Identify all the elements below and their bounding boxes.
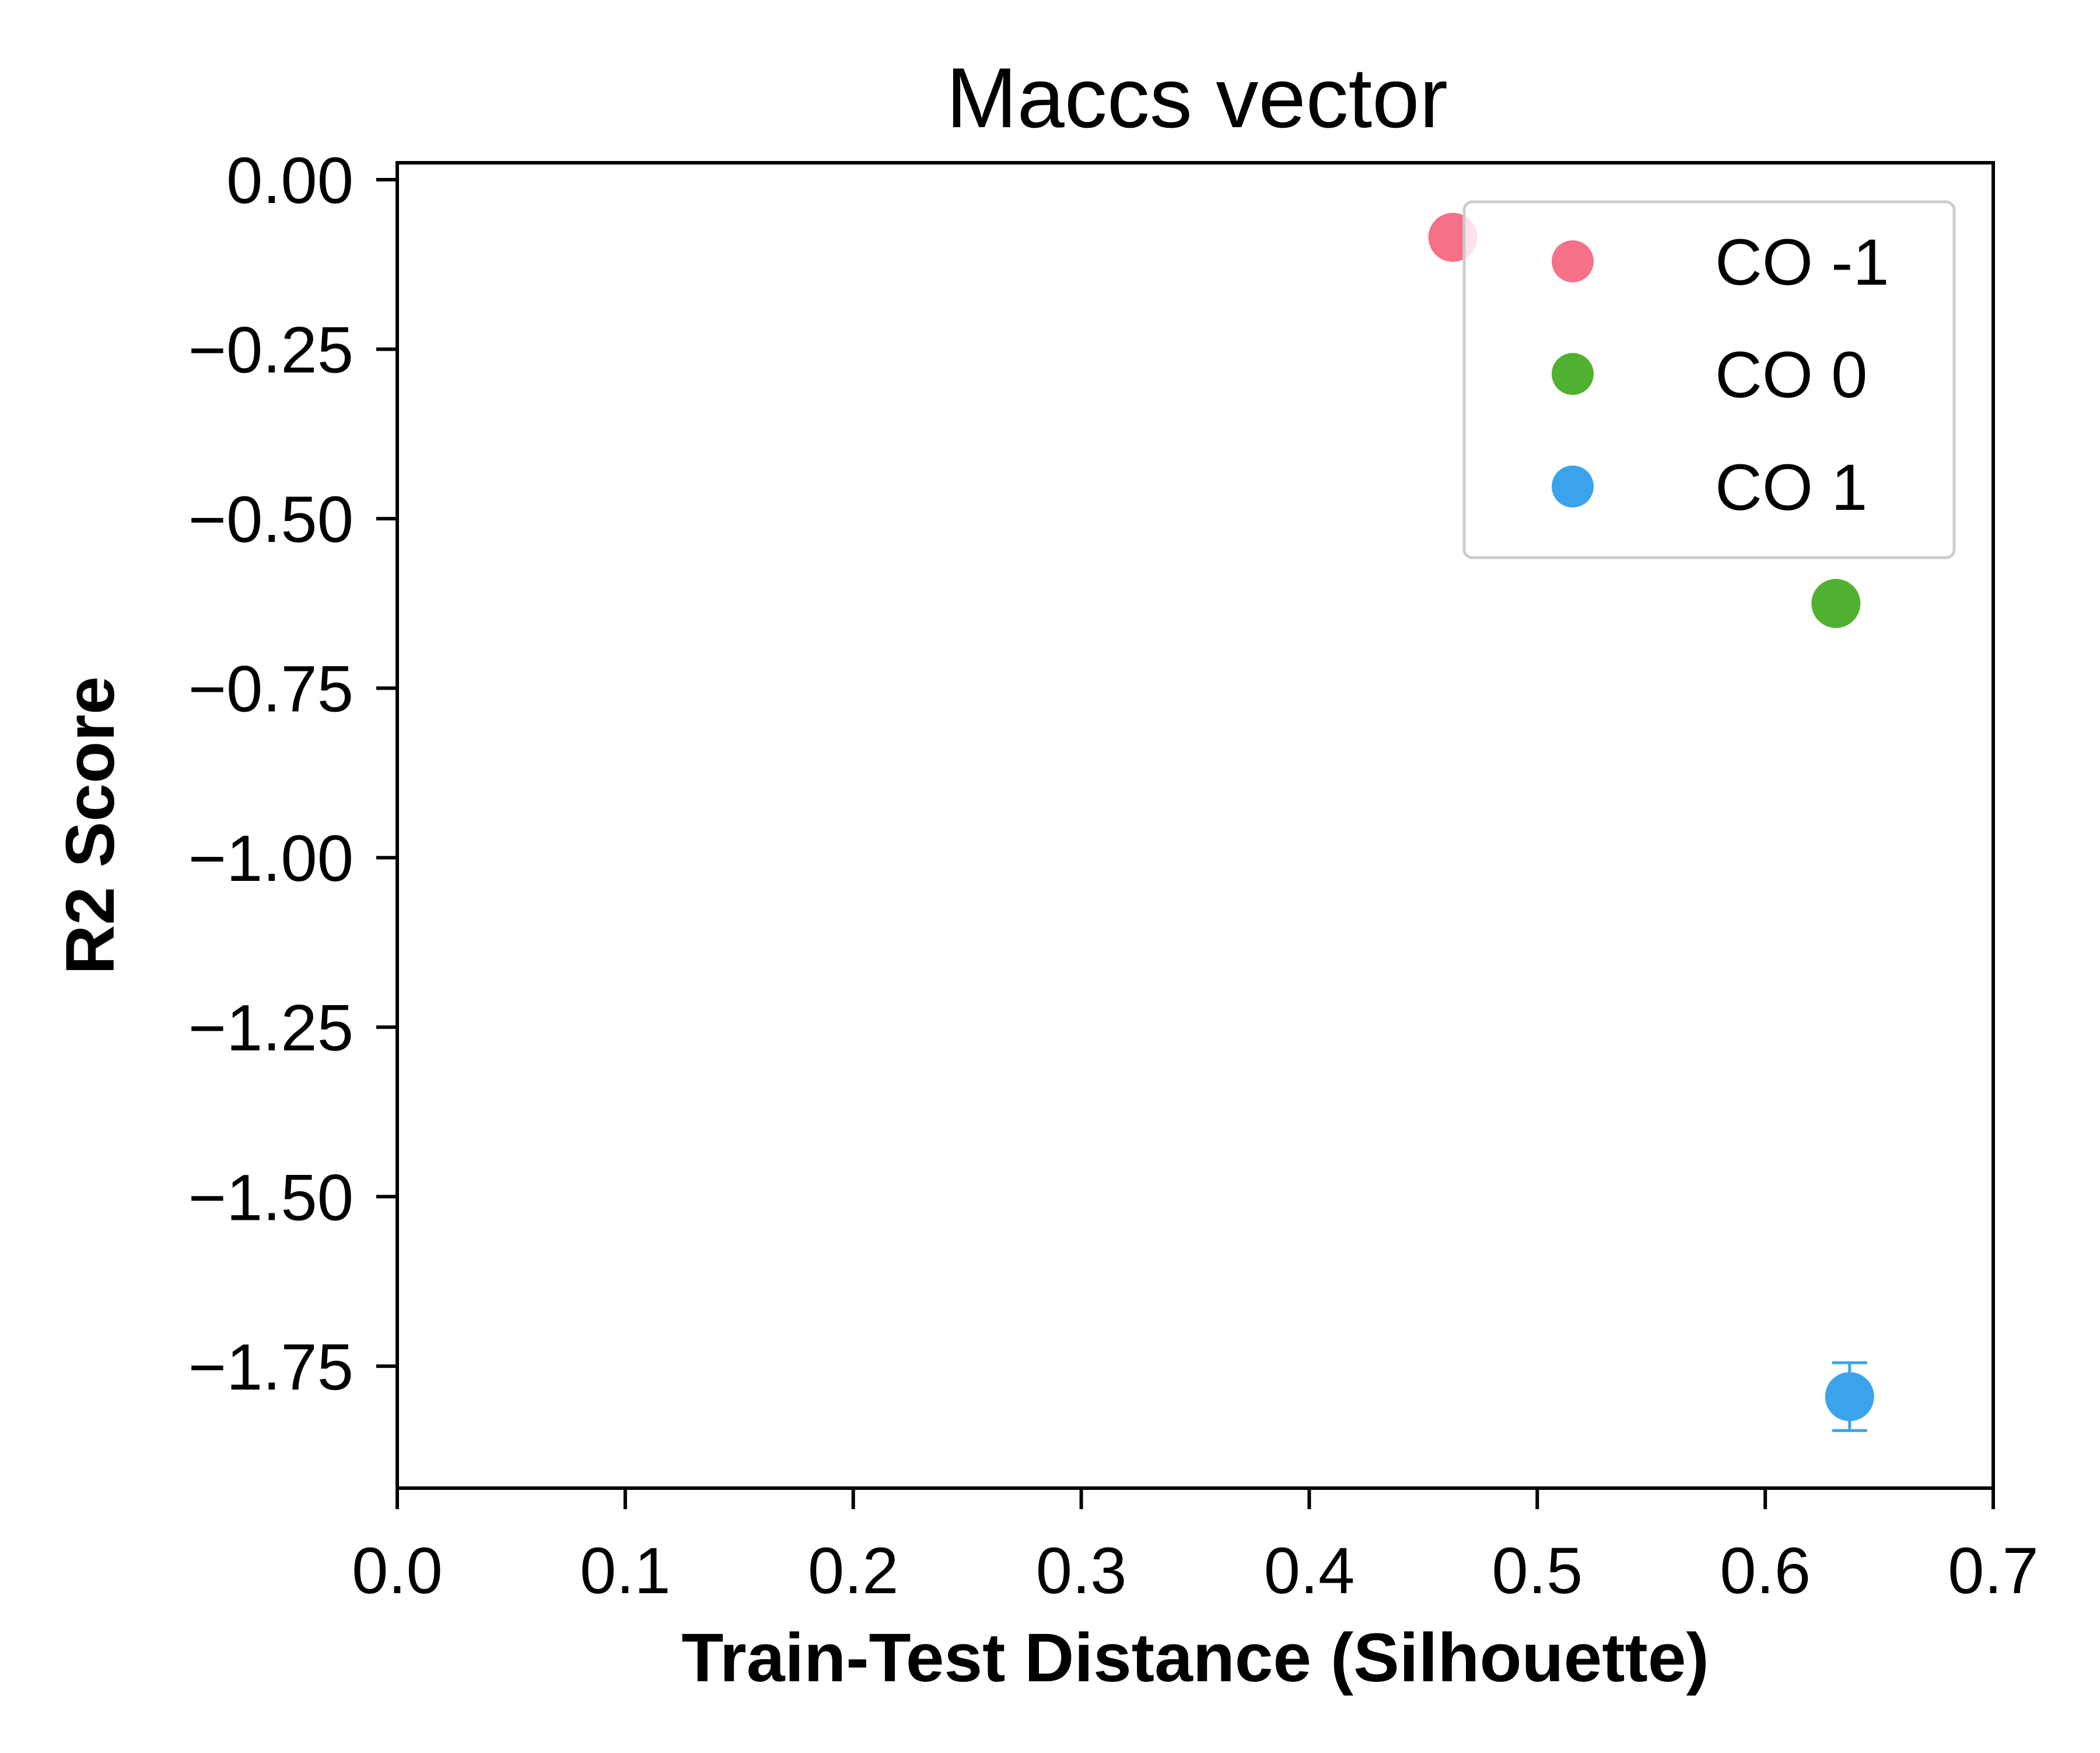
data-point [1811,579,1861,628]
x-tick-label: 0.7 [1948,1534,2039,1607]
y-tick-label: −0.25 [188,314,354,387]
y-tick-label: −1.00 [188,822,354,895]
y-tick-label: −0.75 [188,653,354,726]
x-tick-label: 0.1 [580,1534,671,1607]
legend-label: CO -1 [1715,226,1889,299]
plot-frame [396,161,1995,1490]
data-point [1825,1372,1874,1422]
legend-frame [1462,200,1956,559]
y-tick-label: 0.00 [226,144,354,217]
legend-marker [1552,353,1594,395]
x-tick-label: 0.4 [1264,1534,1355,1607]
x-tick-label: 0.2 [808,1534,899,1607]
y-axis-label: R2 Score [52,676,129,975]
x-tick-label: 0.5 [1492,1534,1583,1607]
y-tick-label: −0.50 [188,483,354,556]
legend-marker [1552,466,1594,508]
x-axis-label: Train-Test Distance (Silhouette) [681,1619,1709,1696]
x-tick-label: 0.3 [1036,1534,1127,1607]
y-tick-label: −1.75 [188,1331,354,1404]
legend-marker [1552,240,1594,282]
y-tick-label: −1.25 [188,992,354,1065]
y-tick-label: −1.50 [188,1161,354,1234]
x-tick-label: 0.0 [352,1534,443,1607]
x-tick-label: 0.6 [1720,1534,1811,1607]
y-axis: 0.00 −0.25 −0.50 −0.75 −1.00 −1.25 −1.50 −1.75 [188,144,397,1404]
chart-title: Maccs vector [946,50,1448,145]
x-axis: 0.0 0.1 0.2 0.3 0.4 0.5 0.6 0.7 [352,1488,2039,1607]
legend-label: CO 0 [1715,338,1867,411]
legend: CO -1 CO 0 CO 1 [1462,200,1956,559]
legend-label: CO 1 [1715,451,1867,524]
